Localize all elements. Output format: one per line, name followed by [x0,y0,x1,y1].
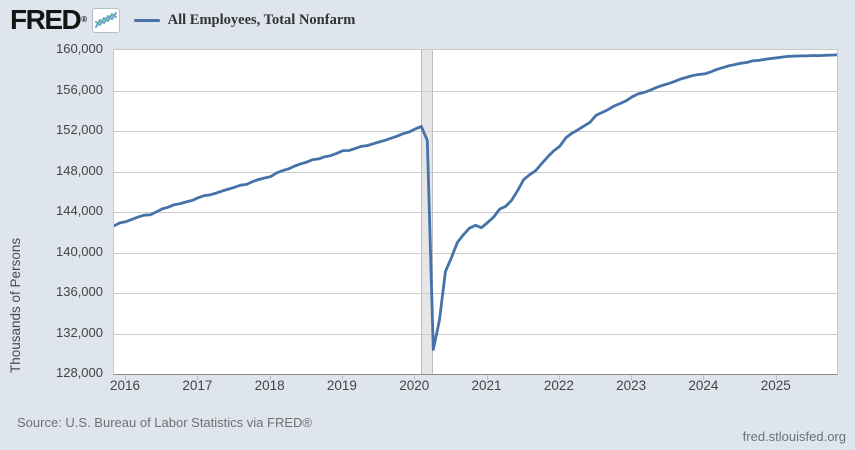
series-path [114,53,837,351]
y-tick-label: 152,000 [56,122,103,137]
x-tick-mark [197,375,198,380]
x-tick-mark [559,375,560,380]
x-tick-mark [125,375,126,380]
y-tick-label: 136,000 [56,284,103,299]
registered-trademark: ® [81,15,87,24]
x-tick-label: 2022 [543,378,574,393]
gridline [114,293,837,294]
series-line [114,53,837,351]
x-tick-label: 2016 [110,378,141,393]
plot-area[interactable] [113,49,838,375]
fred-logo-text: FRED [10,4,82,35]
y-tick-label: 128,000 [56,365,103,380]
gridline [114,212,837,213]
fred-sparkline-icon[interactable] [91,7,120,33]
source-note: Source: U.S. Bureau of Labor Statistics … [17,415,312,430]
x-tick-mark [414,375,415,380]
x-tick-mark [776,375,777,380]
x-tick-label: 2025 [760,378,791,393]
fred-logo[interactable]: FRED® [10,4,87,35]
gridline [114,131,837,132]
x-tick-label: 2023 [616,378,647,393]
gridline [114,253,837,254]
x-tick-label: 2024 [688,378,719,393]
x-tick-mark [631,375,632,380]
x-tick-mark [342,375,343,380]
x-tick-label: 2017 [182,378,213,393]
chart-header: FRED® All Employees, Total Nonfarm [10,6,355,34]
legend-line-swatch [133,18,160,22]
gridline [114,172,837,173]
y-tick-label: 160,000 [56,41,103,56]
sparkline-icon-glyph [94,11,117,28]
y-tick-label: 132,000 [56,324,103,340]
x-tick-label: 2019 [326,378,357,393]
x-tick-label: 2020 [399,378,430,393]
x-tick-mark [487,375,488,380]
gridline [114,334,837,335]
x-tick-mark [703,375,704,380]
legend-series-label: All Employees, Total Nonfarm [167,11,356,28]
y-tick-label: 144,000 [56,203,103,218]
y-tick-label: 156,000 [56,81,103,97]
legend: All Employees, Total Nonfarm [133,11,356,29]
y-tick-label: 140,000 [56,243,103,259]
x-tick-label: 2021 [471,378,502,393]
y-tick-label: 148,000 [56,162,103,178]
x-tick-label: 2018 [254,378,285,393]
fred-site-link[interactable]: fred.stlouisfed.org [742,429,846,444]
x-tick-mark [270,375,271,380]
gridline [114,91,837,92]
